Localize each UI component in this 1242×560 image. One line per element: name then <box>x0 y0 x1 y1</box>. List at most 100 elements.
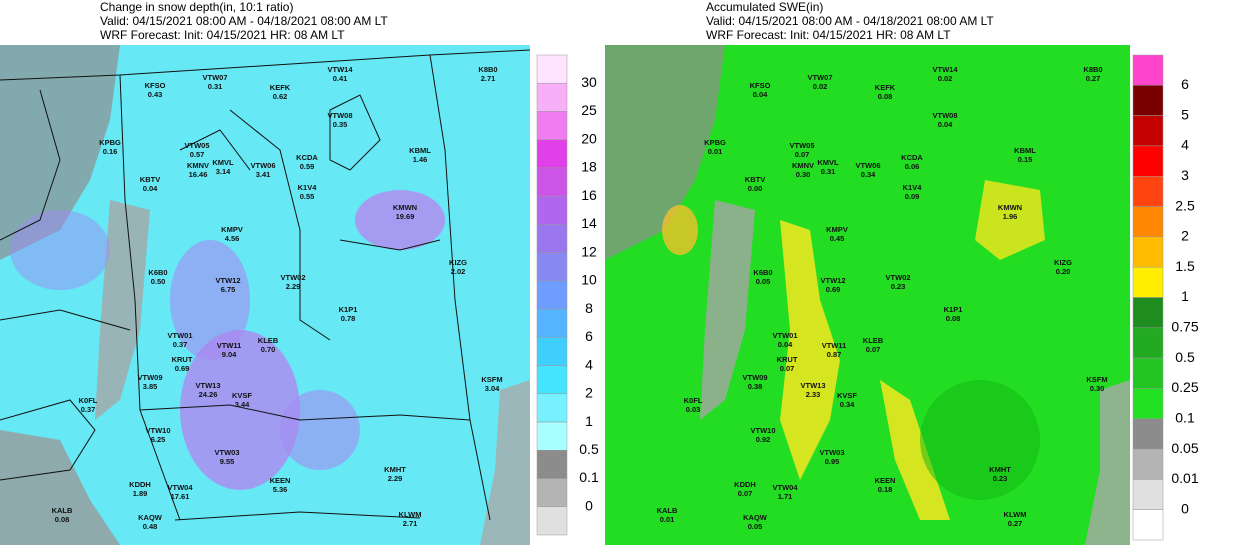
station-value: 2.02 <box>451 267 466 276</box>
station-value: 0.01 <box>660 515 675 524</box>
colorbar-box <box>536 252 568 282</box>
station-value: 0.27 <box>1086 74 1101 83</box>
station-id: VTW10 <box>145 426 170 435</box>
station-id: VTW11 <box>217 341 242 350</box>
station-id: VTW10 <box>750 426 775 435</box>
station-value: 0.09 <box>905 192 920 201</box>
station-value: 6.25 <box>151 435 166 444</box>
station-value: 0.04 <box>778 340 793 349</box>
station-id: K6B0 <box>148 268 167 277</box>
station-id: KMVL <box>212 158 234 167</box>
station-id: KIZG <box>1054 258 1072 267</box>
station-value: 1.71 <box>778 492 793 501</box>
station-id: KLWM <box>399 510 422 519</box>
map-right <box>605 45 1130 545</box>
station-id: VTW13 <box>800 381 825 390</box>
colorbar-label: 4 <box>585 356 593 372</box>
station-id: KMVL <box>817 158 839 167</box>
map-title: Accumulated SWE(in) <box>706 0 823 14</box>
station-value: 0.08 <box>55 515 70 524</box>
station-value: 24.26 <box>199 390 218 399</box>
station-value: 0.30 <box>796 170 811 179</box>
colorbar-box <box>1132 479 1164 510</box>
colorbar-box <box>536 337 568 366</box>
station-id: KPBG <box>704 138 726 147</box>
colorbar-label: 18 <box>581 159 597 175</box>
station-value: 1.89 <box>133 489 148 498</box>
station-id: KMHT <box>989 465 1011 474</box>
colorbar-box <box>536 478 568 508</box>
station-id: KEEN <box>270 476 291 485</box>
station-value: 0.16 <box>103 147 118 156</box>
station-id: KFSO <box>750 81 771 90</box>
station-id: KIZG <box>449 258 467 267</box>
colorbar-label: 4 <box>1181 137 1189 153</box>
station-id: KEFK <box>875 83 896 92</box>
colorbar-label: 8 <box>585 300 593 316</box>
station-value: 0.95 <box>825 457 840 466</box>
station-id: VTW08 <box>932 111 957 120</box>
station-value: 2.33 <box>806 390 821 399</box>
station-value: 0.55 <box>300 192 315 201</box>
station-id: VTW12 <box>820 276 845 285</box>
colorbar-box <box>1132 115 1164 147</box>
border <box>339 239 441 251</box>
map-title: Valid: 04/15/2021 08:00 AM - 04/18/2021 … <box>100 14 388 28</box>
colorbar-box <box>1132 85 1164 116</box>
station-id: VTW02 <box>885 273 910 282</box>
station-id: KLWM <box>1004 510 1027 519</box>
colorbar-label: 1.5 <box>1175 258 1195 274</box>
station-id: KRUT <box>172 355 193 364</box>
station-value: 0.27 <box>1008 519 1023 528</box>
map-title: WRF Forecast: Init: 04/15/2021 HR: 08 AM… <box>706 28 951 42</box>
station-id: KSFM <box>1086 375 1107 384</box>
station-value: 0.04 <box>753 90 768 99</box>
colorbar-box <box>536 139 568 169</box>
station-id: K1P1 <box>339 305 358 314</box>
colorbar-label: 6 <box>585 328 593 344</box>
station-id: VTW06 <box>855 161 880 170</box>
station-id: VTW09 <box>137 373 162 382</box>
station-id: KMPV <box>221 225 243 234</box>
colorbar-box <box>1132 206 1164 238</box>
station-value: 9.55 <box>220 457 235 466</box>
station-value: 0.31 <box>208 82 223 91</box>
station-value: 0.23 <box>891 282 906 291</box>
station-value: 0.69 <box>826 285 841 294</box>
colorbar-box <box>536 82 568 112</box>
station-id: VTW08 <box>327 111 352 120</box>
colorbar-label: 0.5 <box>579 441 599 457</box>
station-value: 0.35 <box>333 120 348 129</box>
station-id: VTW12 <box>215 276 240 285</box>
station-id: VTW01 <box>167 331 192 340</box>
station-value: 3.14 <box>216 167 231 176</box>
station-value: 0.07 <box>866 345 881 354</box>
station-value: 0.30 <box>1090 384 1105 393</box>
station-id: KMWN <box>998 203 1022 212</box>
border <box>229 109 331 341</box>
station-id: K6B0 <box>753 268 772 277</box>
station-value: 1.96 <box>1003 212 1018 221</box>
colorbar-label: 2.5 <box>1175 197 1195 213</box>
colorbar-label: 0.5 <box>1175 349 1195 365</box>
station-value: 0.92 <box>756 435 771 444</box>
station-id: VTW01 <box>772 331 797 340</box>
station-value: 0.07 <box>738 489 753 498</box>
station-id: KCDA <box>901 153 923 162</box>
station-id: VTW13 <box>195 381 220 390</box>
colorbar-box <box>1132 509 1164 541</box>
station-id: K1V4 <box>298 183 318 192</box>
station-value: 0.69 <box>175 364 190 373</box>
station-value: 0.31 <box>821 167 836 176</box>
station-value: 2.71 <box>481 74 496 83</box>
colorbar-box <box>536 393 568 423</box>
station-value: 0.34 <box>861 170 876 179</box>
station-id: VTW14 <box>327 65 353 74</box>
station-value: 0.00 <box>748 184 763 193</box>
colorbar-label: 14 <box>581 215 597 231</box>
station-value: 2.29 <box>286 282 301 291</box>
colorbar-box <box>1132 236 1164 268</box>
station-id: KMNV <box>792 161 814 170</box>
station-id: KMHT <box>384 465 406 474</box>
station-value: 0.78 <box>341 314 356 323</box>
